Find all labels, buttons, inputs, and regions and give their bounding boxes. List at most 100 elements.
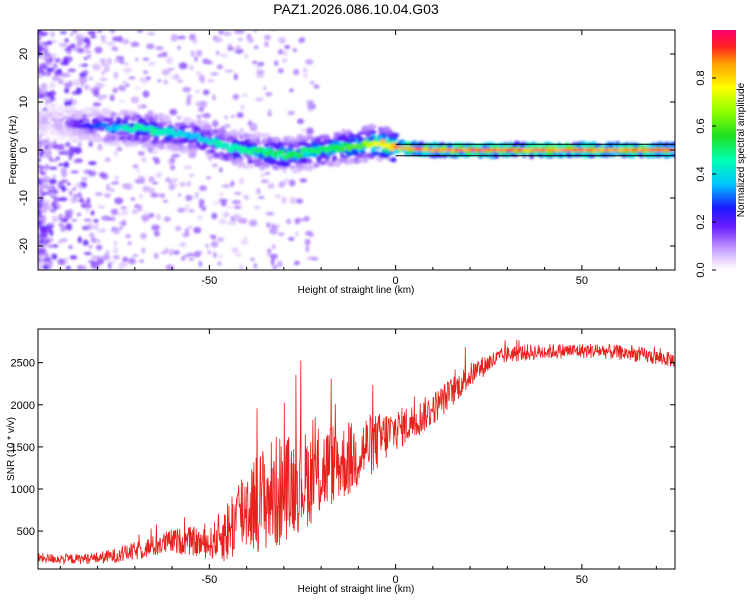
spectrogram-noise-cell (221, 201, 227, 207)
spectrogram-noise-cell (99, 58, 107, 64)
spectrogram-noise-cell (49, 53, 57, 59)
spectrogram-noise-cell (86, 39, 91, 47)
spectrogram-noise-cell (224, 69, 234, 73)
spectrogram-noise-cell (228, 43, 232, 47)
spectrogram-noise-cell (289, 197, 297, 205)
spectrogram-noise-cell (311, 256, 319, 261)
spectrogram-noise-cell (44, 151, 48, 156)
spectrogram-noise-cell (164, 248, 169, 252)
spectrogram-noise-cell (122, 62, 130, 66)
spectrogram-noise-cell (155, 194, 164, 197)
spectrogram-noise-cell (110, 188, 115, 193)
spectrogram-noise-cell (267, 248, 271, 252)
spectrogram-noise-cell (103, 67, 110, 73)
spectrogram-noise-cell (84, 44, 89, 51)
spectrogram-noise-cell (168, 248, 175, 256)
spectrogram-halo-cell (305, 143, 313, 150)
spectrogram-noise-cell (157, 79, 161, 83)
spectrogram-ridge-cell (236, 145, 243, 151)
spectrogram-noise-cell (64, 100, 72, 108)
spectrogram-halo-cell (41, 135, 49, 140)
spectrogram-noise-cell (118, 262, 128, 268)
spectrogram-noise-cell (182, 232, 190, 238)
spectrogram-noise-cell (42, 264, 50, 270)
spectrogram-noise-cell (179, 182, 186, 187)
colorbar-ticks: 0.0 0.2 0.4 0.6 0.8 (695, 70, 716, 278)
spectrogram-noise-cell (238, 218, 248, 224)
spectrogram-noise-cell (213, 201, 220, 205)
spectrogram-noise-cell (40, 140, 45, 144)
spectrogram-noise-cell (106, 183, 110, 191)
spectrogram-noise-cell (188, 173, 195, 178)
spectrogram-noise-cell (166, 56, 174, 65)
spectrogram-noise-cell (122, 183, 130, 189)
spectrogram-noise-cell (197, 215, 203, 220)
spectrogram-halo-cell (263, 162, 271, 169)
spectrogram-noise-cell (67, 68, 76, 73)
spectrogram-noise-cell (283, 178, 290, 183)
spectrogram-halo-cell (307, 158, 313, 165)
spectrogram-noise-cell (40, 231, 48, 239)
spectrogram-noise-cell (295, 231, 299, 237)
spectrogram-noise-cell (263, 34, 272, 41)
spectrogram-halo-cell (85, 114, 93, 118)
spectrogram-noise-cell (97, 30, 102, 33)
spectrogram-noise-cell (170, 164, 176, 171)
spectrogram-noise-cell (109, 94, 115, 102)
spectrogram-noise-cell (139, 194, 143, 199)
spectrogram-noise-cell (152, 149, 158, 155)
spectrogram-noise-cell (82, 70, 89, 76)
spectrogram-noise-cell (114, 197, 124, 205)
spectrogram-noise-cell (194, 191, 199, 199)
spectrogram-noise-cell (113, 148, 119, 157)
spectrogram-halo-cell (247, 159, 254, 164)
spectrogram-noise-cell (78, 141, 82, 148)
spectrogram-ridge-cell (344, 142, 351, 148)
spectrogram-halo-cell (570, 152, 576, 156)
spectrogram-noise-cell (294, 217, 301, 225)
spectrogram-noise-cell (58, 197, 68, 202)
spectrogram-noise-cell (112, 255, 120, 260)
spectrogram-noise-cell (69, 255, 78, 260)
spectrogram-noise-cell (178, 62, 188, 70)
spectrogram-noise-cell (58, 43, 68, 47)
spectrogram-noise-cell (108, 262, 112, 270)
spectrogram-noise-cell (51, 215, 58, 223)
spectrogram-noise-cell (38, 245, 42, 249)
spectrogram-noise-cell (269, 227, 278, 235)
spectrogram-ridge-cell (248, 151, 255, 156)
spectrogram-noise-cell (116, 35, 123, 43)
spectrogram-noise-cell (148, 176, 155, 183)
spectrogram-noise-cell (52, 174, 57, 179)
spectrogram-noise-cell (185, 204, 190, 212)
spectrogram-noise-cell (286, 218, 292, 225)
snr-x-axis-title: Height of straight line (km) (298, 584, 415, 595)
spectrogram-noise-cell (121, 209, 129, 216)
spectrogram-noise-cell (104, 157, 111, 162)
spectrogram-noise-cell (149, 187, 155, 195)
spectrogram-noise-cell (192, 39, 198, 44)
spectrogram-noise-cell (58, 163, 65, 167)
spectrogram-noise-cell (66, 265, 71, 270)
spectrogram-noise-cell (40, 170, 46, 176)
spectrogram-noise-cell (64, 47, 72, 52)
spectrogram-noise-cell (230, 180, 235, 187)
spectrogram-noise-cell (64, 38, 69, 43)
spectrogram-noise-cell (47, 222, 55, 226)
snr-panel: -50 0 50 500 1000 1500 2000 2500 Height of stra… (6, 328, 676, 595)
spectrogram-noise-cell (38, 236, 41, 241)
spectrogram-noise-cell (305, 245, 309, 253)
spectrogram-noise-cell (213, 36, 223, 43)
spectrogram-noise-cell (148, 62, 156, 66)
spectrogram-halo-cell (144, 140, 152, 148)
spectrogram-ridge-cell (67, 123, 73, 128)
spectrogram-noise-cell (201, 80, 205, 84)
spectrogram-noise-cell (134, 86, 141, 90)
spectrogram-noise-cell (111, 215, 115, 219)
spectrogram-noise-cell (51, 39, 57, 43)
spectrogram-noise-cell (122, 219, 126, 227)
spectrogram-noise-cell (274, 194, 282, 199)
y-tick-label: 10 (18, 96, 30, 108)
spectrogram-noise-cell (51, 193, 58, 197)
spectrogram-noise-cell (219, 198, 228, 203)
